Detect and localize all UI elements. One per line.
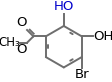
Text: O: O: [16, 16, 26, 29]
Text: OH: OH: [93, 30, 112, 43]
Text: HO: HO: [54, 0, 74, 13]
Text: CH₃: CH₃: [0, 36, 20, 49]
Text: O: O: [16, 43, 26, 56]
Text: Br: Br: [74, 68, 89, 81]
